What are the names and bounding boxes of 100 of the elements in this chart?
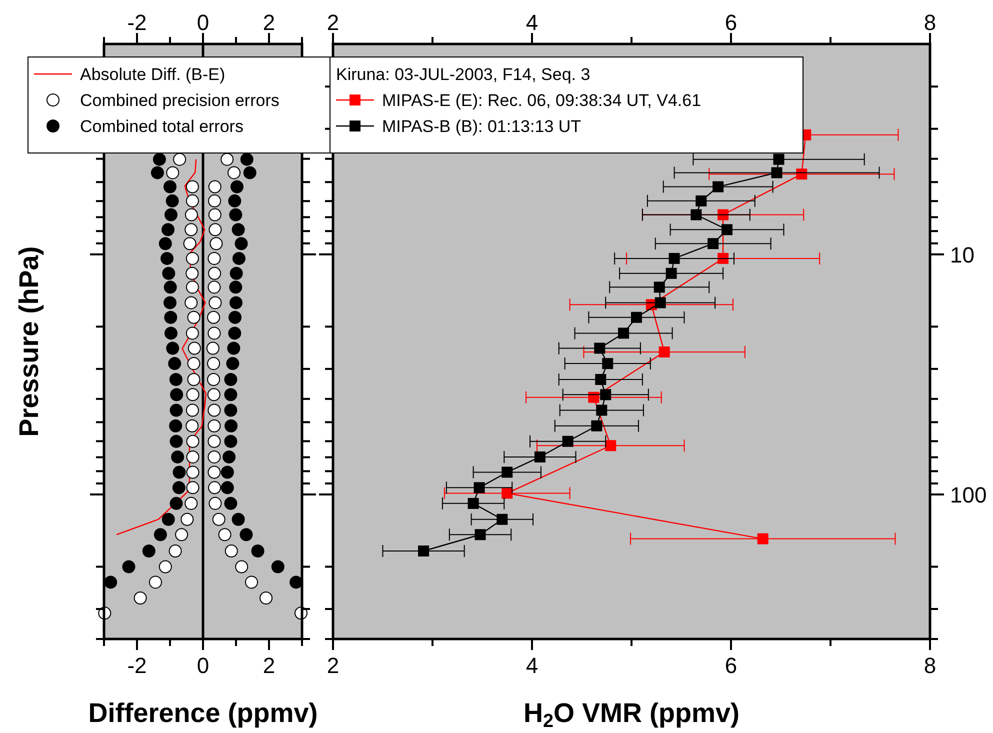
- point: [170, 496, 183, 510]
- point: [474, 482, 485, 494]
- point: [224, 388, 238, 402]
- point: [164, 310, 178, 324]
- legend-label: MIPAS-E (E): Rec. 06, 09:38:34 UT, V4.61: [382, 91, 702, 110]
- point: [224, 372, 238, 386]
- x-tick-label: 8: [924, 10, 936, 35]
- point: [122, 560, 136, 574]
- x-tick-label: 2: [326, 10, 340, 35]
- point: [654, 282, 665, 293]
- point: [232, 512, 245, 526]
- y-tick-label: 100: [950, 482, 987, 508]
- point: [229, 208, 242, 222]
- point: [618, 328, 630, 339]
- point: [224, 434, 238, 448]
- point: [271, 560, 284, 574]
- point: [630, 312, 642, 323]
- point: [228, 194, 242, 208]
- point: [169, 372, 182, 386]
- point: [162, 512, 175, 526]
- point: [230, 180, 244, 194]
- point: [605, 440, 616, 452]
- point: [588, 392, 600, 403]
- point: [474, 529, 486, 540]
- point: [771, 167, 782, 178]
- point: [722, 224, 733, 236]
- point: [164, 180, 176, 194]
- point: [668, 252, 680, 264]
- x-tick-label: 6: [724, 10, 738, 35]
- point: [158, 237, 172, 250]
- point: [243, 166, 256, 180]
- point: [164, 296, 176, 310]
- point: [222, 450, 236, 464]
- point: [224, 419, 238, 432]
- point: [162, 266, 176, 280]
- point: [773, 154, 784, 165]
- legend-title: Kiruna: 03-JUL-2003, F14, Seq. 3: [336, 65, 590, 84]
- point: [596, 404, 608, 416]
- x-tick-label: 2: [262, 10, 276, 35]
- point: [171, 450, 184, 464]
- point: [150, 166, 164, 180]
- legend-label: MIPAS-B (B): 01:13:13 UT: [382, 117, 582, 136]
- point: [712, 181, 724, 192]
- point: [168, 357, 182, 370]
- x2-tick-label: 4: [526, 653, 538, 678]
- x2-tick-label: 0: [196, 653, 210, 678]
- x2-tick-label: 8: [924, 653, 936, 678]
- point: [230, 266, 243, 280]
- point: [170, 434, 183, 448]
- point: [164, 326, 178, 340]
- point: [164, 208, 178, 222]
- point: [220, 466, 234, 479]
- x2-tick-label: 2: [262, 653, 276, 678]
- point: [229, 280, 242, 294]
- point: [224, 404, 238, 417]
- point: [718, 252, 729, 264]
- point: [591, 420, 602, 432]
- point: [718, 209, 729, 220]
- point: [468, 498, 479, 509]
- point: [562, 436, 574, 447]
- x2-tick-label: 6: [724, 653, 738, 678]
- point: [228, 326, 242, 340]
- point: [534, 451, 546, 462]
- point: [251, 544, 264, 558]
- x2-tick-label: 2: [326, 653, 340, 678]
- legend-label: Combined total errors: [80, 117, 244, 136]
- point: [220, 481, 234, 494]
- point: [595, 374, 606, 385]
- point: [708, 238, 719, 250]
- point: [234, 237, 248, 250]
- x-axis-title: Difference (ppmv): [88, 698, 318, 728]
- point: [232, 223, 245, 236]
- y-axis-title: Pressure (hPa): [14, 246, 44, 437]
- point: [170, 404, 183, 417]
- y-tick-label: 10: [950, 242, 974, 268]
- point: [418, 546, 430, 556]
- point: [290, 576, 303, 589]
- point: [166, 194, 179, 208]
- point: [227, 342, 240, 355]
- point: [142, 544, 156, 558]
- point: [602, 358, 614, 370]
- point: [154, 528, 167, 542]
- point: [152, 152, 166, 166]
- point: [172, 466, 186, 479]
- point: [600, 389, 612, 400]
- point: [162, 223, 175, 236]
- point: [172, 481, 186, 494]
- point: [232, 252, 246, 265]
- point: [240, 528, 253, 542]
- point: [654, 297, 666, 308]
- point: [230, 296, 242, 310]
- point: [160, 252, 174, 265]
- x2-tick-label: -2: [127, 653, 147, 678]
- point: [170, 388, 184, 402]
- point: [696, 195, 707, 206]
- point: [658, 346, 670, 358]
- point: [796, 168, 808, 180]
- x-tick-label: 4: [526, 10, 538, 35]
- point: [502, 488, 513, 499]
- point: [496, 514, 508, 525]
